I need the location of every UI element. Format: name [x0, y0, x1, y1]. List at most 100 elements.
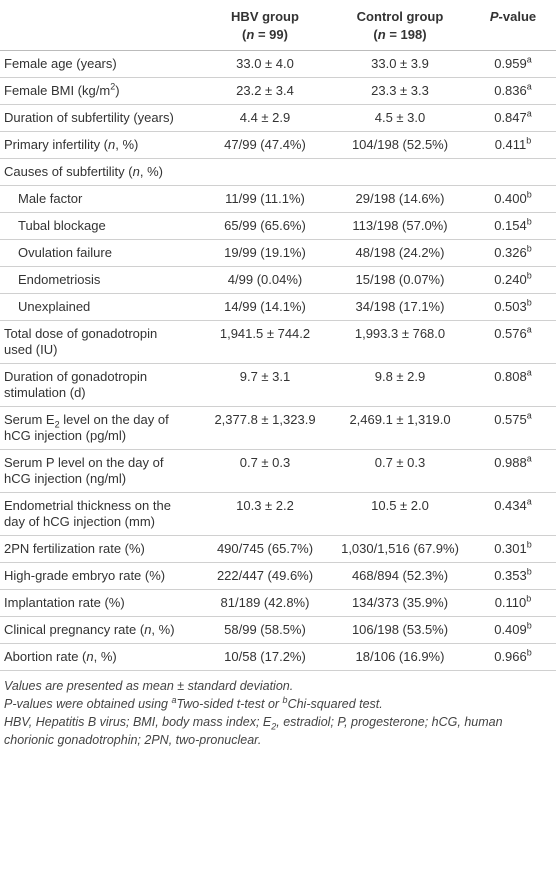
cell-p: 0.400b — [470, 185, 556, 213]
cell-hbv: 9.7 ± 3.1 — [200, 363, 330, 407]
cell-p: 0.988a — [470, 449, 556, 493]
cell-control: 134/373 (35.9%) — [330, 589, 470, 617]
cell-text: 4/99 (0.04%) — [227, 272, 303, 287]
cell-text: 104/198 (52.5%) — [351, 137, 449, 152]
table-row: Male factor 11/99 (11.1%) 29/198 (14.6%) 0.… — [0, 185, 556, 213]
p-test-mark: a — [526, 54, 532, 65]
cell-p: 0.301b — [470, 535, 556, 563]
row-label: Ovulation failure — [0, 239, 200, 267]
cell-text: 10/58 (17.2%) — [224, 649, 306, 664]
p-test-mark: b — [526, 566, 532, 577]
p-test-mark: b — [526, 539, 532, 550]
label-text: Primary infertility ( — [4, 137, 109, 152]
cell-text: 468/894 (52.3%) — [351, 568, 449, 583]
label-text: n — [86, 649, 94, 664]
row-label: Male factor — [0, 185, 200, 213]
cell-text: 2,377.8 ± 1,323.9 — [214, 412, 316, 427]
label-text: 2 — [110, 81, 116, 92]
row-label: 2PN fertilization rate (%) — [0, 535, 200, 563]
cell-control: 15/198 (0.07%) — [330, 266, 470, 294]
row-label: Primary infertility (n, %) — [0, 131, 200, 159]
label-text: Causes of subfertility ( — [4, 164, 133, 179]
table-row: Causes of subfertility (n, %) — [0, 158, 556, 186]
row-label: Endometrial thickness on the day of hCG … — [0, 492, 200, 536]
table-row: 2PN fertilization rate (%) 490/745 (65.7%… — [0, 535, 556, 563]
row-label: Causes of subfertility (n, %) — [0, 158, 200, 186]
cell-control: 2,469.1 ± 1,319.0 — [330, 406, 470, 450]
note-text: Values are presented as mean ± standard … — [4, 679, 294, 693]
label-text: Serum E — [4, 412, 55, 427]
p-value: 0.575 — [494, 412, 527, 427]
label-text: n — [132, 164, 140, 179]
p-value: 0.154 — [494, 218, 527, 233]
table-row: Clinical pregnancy rate (n, %) 58/99 (58.… — [0, 616, 556, 644]
cell-text: 490/745 (65.7%) — [216, 541, 314, 556]
table-row: Female age (years) 33.0 ± 4.0 33.0 ± 3.9 0.… — [0, 50, 556, 78]
p-test-mark: a — [526, 81, 532, 92]
label-text: Male factor — [18, 191, 83, 206]
label-text: Ovulation failure — [18, 245, 112, 260]
cell-p: 0.847a — [470, 104, 556, 132]
p-test-mark: a — [526, 453, 532, 464]
row-label: High-grade embryo rate (%) — [0, 562, 200, 590]
p-value: 0.326 — [494, 245, 527, 260]
p-value: 0.400 — [494, 191, 527, 206]
cell-text: 14/99 (14.1%) — [224, 299, 306, 314]
cell-p: 0.966b — [470, 643, 556, 671]
p-value: 0.503 — [494, 299, 527, 314]
cell-text: 18/106 (16.9%) — [355, 649, 445, 664]
p-value: 0.959 — [494, 56, 527, 71]
p-test-mark: a — [526, 410, 532, 421]
cell-hbv: 2,377.8 ± 1,323.9 — [200, 406, 330, 450]
table-row: Tubal blockage 65/99 (65.6%) 113/198 (57.0… — [0, 212, 556, 240]
table-row: Primary infertility (n, %) 47/99 (47.4%) 1… — [0, 131, 556, 159]
cell-control: 468/894 (52.3%) — [330, 562, 470, 590]
label-text: Total dose of gonadotropin used (IU) — [4, 326, 158, 357]
label-text: 2PN fertilization rate (%) — [4, 541, 145, 556]
cell-p: 0.353b — [470, 562, 556, 590]
table-body: Female age (years) 33.0 ± 4.0 33.0 ± 3.9 0.… — [0, 50, 556, 671]
cell-text: 9.8 ± 2.9 — [374, 369, 426, 384]
cell-p: 0.326b — [470, 239, 556, 267]
cell-p: 0.808a — [470, 363, 556, 407]
cell-hbv: 11/99 (11.1%) — [200, 185, 330, 213]
cell-text: 113/198 (57.0%) — [352, 218, 448, 233]
cell-text: 1,993.3 ± 768.0 — [354, 326, 446, 341]
row-label: Clinical pregnancy rate (n, %) — [0, 616, 200, 644]
p-test-mark: a — [526, 324, 532, 335]
cell-p: 0.434a — [470, 492, 556, 536]
cell-text: 47/99 (47.4%) — [224, 137, 306, 152]
header-text: ( — [373, 27, 378, 42]
cell-control: 10.5 ± 2.0 — [330, 492, 470, 536]
p-value: 0.966 — [494, 649, 527, 664]
label-text: Abortion rate ( — [4, 649, 87, 664]
cell-hbv: 14/99 (14.1%) — [200, 293, 330, 321]
label-text: High-grade embryo rate (%) — [4, 568, 166, 583]
header-text: HBV group — [231, 9, 299, 24]
cell-p: 0.154b — [470, 212, 556, 240]
table-row: Abortion rate (n, %) 10/58 (17.2%) 18/106 … — [0, 643, 556, 671]
label-text: Implantation rate (%) — [4, 595, 125, 610]
cell-hbv: 58/99 (58.5%) — [200, 616, 330, 644]
table-header: HBV group (n = 99) Control group (n = 198)… — [0, 0, 556, 51]
p-value: 0.988 — [494, 455, 527, 470]
cell-hbv: 81/189 (42.8%) — [200, 589, 330, 617]
cell-control: 4.5 ± 3.0 — [330, 104, 470, 132]
row-label: Total dose of gonadotropin used (IU) — [0, 320, 200, 364]
cell-hbv: 490/745 (65.7%) — [200, 535, 330, 563]
table-row: Endometrial thickness on the day of hCG … — [0, 492, 556, 536]
label-text: , %) — [115, 137, 139, 152]
header-text: P — [489, 9, 499, 24]
cell-p — [470, 158, 556, 186]
table-row: Duration of subfertility (years) 4.4 ± 2.… — [0, 104, 556, 132]
note-text: P-values were obtained using — [4, 697, 172, 711]
header-text: -value — [498, 9, 537, 24]
row-label: Abortion rate (n, %) — [0, 643, 200, 671]
cell-control: 18/106 (16.9%) — [330, 643, 470, 671]
cell-text: 0.7 ± 0.3 — [239, 455, 291, 470]
cell-text: 15/198 (0.07%) — [355, 272, 445, 287]
header-row: HBV group (n = 99) Control group (n = 198)… — [0, 0, 556, 51]
cell-text: 10.5 ± 2.0 — [371, 498, 429, 513]
cell-hbv: 10.3 ± 2.2 — [200, 492, 330, 536]
